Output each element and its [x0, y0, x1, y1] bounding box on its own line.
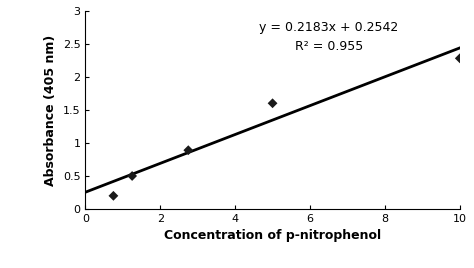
X-axis label: Concentration of p-nitrophenol: Concentration of p-nitrophenol	[164, 229, 381, 243]
Y-axis label: Absorbance (405 nm): Absorbance (405 nm)	[44, 34, 57, 185]
Point	[184, 148, 192, 152]
Point	[109, 194, 117, 198]
Text: y = 0.2183x + 0.2542: y = 0.2183x + 0.2542	[259, 21, 398, 34]
Point	[269, 101, 276, 105]
Point	[456, 56, 464, 61]
Point	[128, 174, 136, 178]
Text: R² = 0.955: R² = 0.955	[295, 40, 363, 54]
